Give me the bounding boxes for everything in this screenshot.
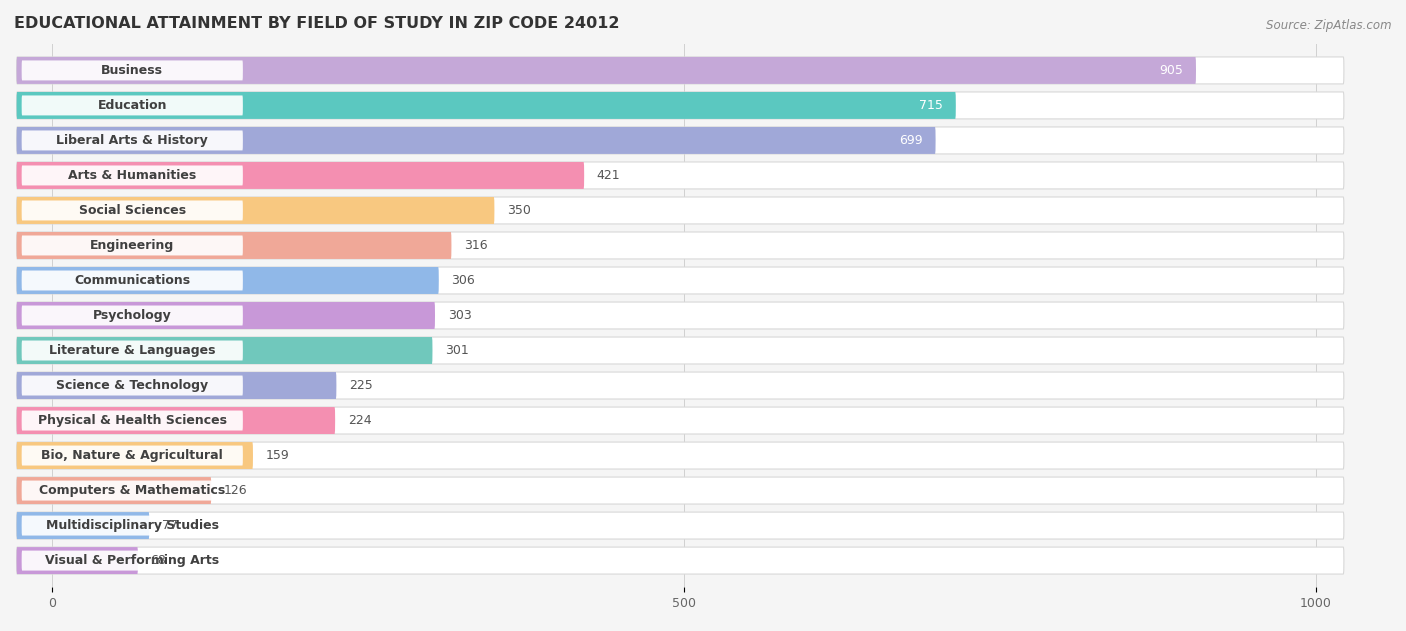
Text: 224: 224 [347,414,371,427]
Text: 303: 303 [447,309,471,322]
FancyBboxPatch shape [17,302,1344,329]
Text: Source: ZipAtlas.com: Source: ZipAtlas.com [1267,19,1392,32]
FancyBboxPatch shape [17,162,583,189]
FancyBboxPatch shape [21,61,243,80]
FancyBboxPatch shape [21,201,243,220]
FancyBboxPatch shape [17,162,1344,189]
FancyBboxPatch shape [17,512,149,539]
Text: Literature & Languages: Literature & Languages [49,344,215,357]
FancyBboxPatch shape [17,302,434,329]
Text: Science & Technology: Science & Technology [56,379,208,392]
FancyBboxPatch shape [17,267,1344,294]
FancyBboxPatch shape [17,442,1344,469]
FancyBboxPatch shape [17,127,1344,154]
FancyBboxPatch shape [17,197,495,224]
FancyBboxPatch shape [21,445,243,466]
FancyBboxPatch shape [17,547,1344,574]
FancyBboxPatch shape [21,235,243,256]
FancyBboxPatch shape [21,375,243,396]
FancyBboxPatch shape [17,57,1197,84]
Text: Liberal Arts & History: Liberal Arts & History [56,134,208,147]
Text: Business: Business [101,64,163,77]
FancyBboxPatch shape [17,92,956,119]
FancyBboxPatch shape [17,477,1344,504]
Text: 905: 905 [1160,64,1184,77]
Text: Engineering: Engineering [90,239,174,252]
Text: Computers & Mathematics: Computers & Mathematics [39,484,225,497]
FancyBboxPatch shape [21,516,243,536]
Text: 159: 159 [266,449,290,462]
FancyBboxPatch shape [21,411,243,430]
Text: Multidisciplinary Studies: Multidisciplinary Studies [46,519,219,532]
FancyBboxPatch shape [17,337,433,364]
Text: Physical & Health Sciences: Physical & Health Sciences [38,414,226,427]
Text: 306: 306 [451,274,475,287]
FancyBboxPatch shape [21,551,243,570]
Text: Arts & Humanities: Arts & Humanities [67,169,197,182]
Text: 715: 715 [920,99,943,112]
FancyBboxPatch shape [17,512,1344,539]
Text: 68: 68 [150,554,166,567]
Text: Visual & Performing Arts: Visual & Performing Arts [45,554,219,567]
Text: Social Sciences: Social Sciences [79,204,186,217]
Text: 301: 301 [446,344,468,357]
Text: Education: Education [97,99,167,112]
FancyBboxPatch shape [17,372,1344,399]
Text: 225: 225 [349,379,373,392]
FancyBboxPatch shape [17,127,935,154]
FancyBboxPatch shape [21,341,243,360]
FancyBboxPatch shape [17,57,1344,84]
FancyBboxPatch shape [21,95,243,115]
Text: Communications: Communications [75,274,190,287]
FancyBboxPatch shape [17,337,1344,364]
FancyBboxPatch shape [17,372,336,399]
FancyBboxPatch shape [17,232,451,259]
FancyBboxPatch shape [17,407,335,434]
FancyBboxPatch shape [21,165,243,186]
Text: 77: 77 [162,519,179,532]
FancyBboxPatch shape [21,131,243,150]
Text: 421: 421 [596,169,620,182]
Text: 316: 316 [464,239,488,252]
FancyBboxPatch shape [17,232,1344,259]
FancyBboxPatch shape [21,481,243,500]
FancyBboxPatch shape [21,271,243,290]
FancyBboxPatch shape [17,92,1344,119]
Text: 699: 699 [900,134,922,147]
Text: Psychology: Psychology [93,309,172,322]
FancyBboxPatch shape [17,477,211,504]
Text: Bio, Nature & Agricultural: Bio, Nature & Agricultural [41,449,224,462]
FancyBboxPatch shape [21,305,243,326]
FancyBboxPatch shape [17,197,1344,224]
Text: EDUCATIONAL ATTAINMENT BY FIELD OF STUDY IN ZIP CODE 24012: EDUCATIONAL ATTAINMENT BY FIELD OF STUDY… [14,16,620,30]
Text: 126: 126 [224,484,247,497]
FancyBboxPatch shape [17,547,138,574]
FancyBboxPatch shape [17,442,253,469]
FancyBboxPatch shape [17,407,1344,434]
FancyBboxPatch shape [17,267,439,294]
Text: 350: 350 [508,204,531,217]
